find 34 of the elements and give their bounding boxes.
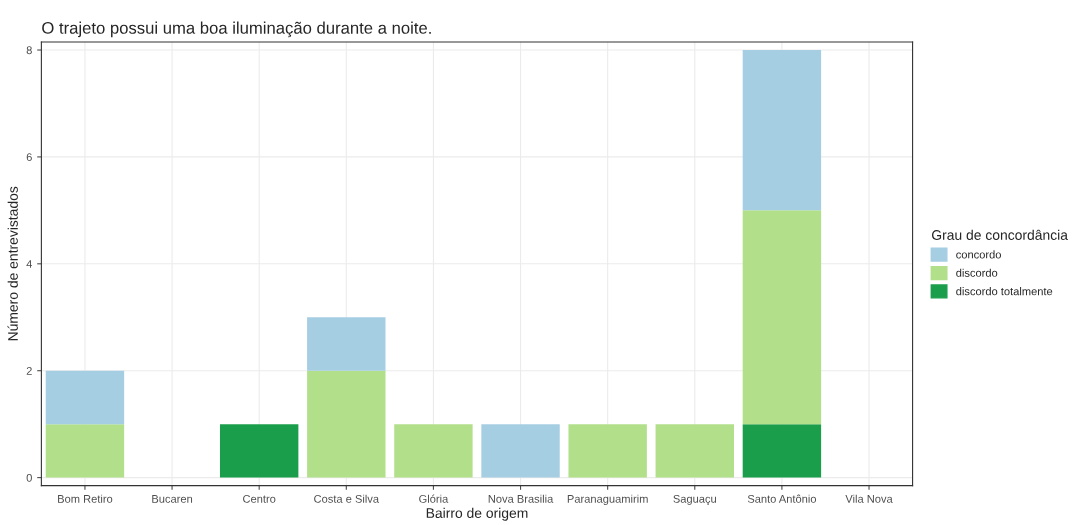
bar xyxy=(45,424,125,478)
legend-title: Grau de concordância xyxy=(931,229,1068,240)
bar xyxy=(655,424,734,478)
chart-title: O trajeto possui uma boa iluminação durante a noite. xyxy=(42,21,431,38)
bar xyxy=(742,210,822,425)
y-tick-label: 2 xyxy=(26,366,32,375)
x-axis-title: Bairro de origem xyxy=(426,507,528,521)
x-tick-label: Costa e Silva xyxy=(314,494,380,503)
y-tick-label: 0 xyxy=(26,473,32,482)
bar xyxy=(219,424,299,478)
x-tick-label: Centro xyxy=(243,494,276,503)
x-tick-label: Vila Nova xyxy=(845,494,893,503)
x-tick-label: Bom Retiro xyxy=(58,494,113,503)
bar xyxy=(394,424,473,478)
legend-label: discordo xyxy=(956,268,998,277)
y-tick-label: 4 xyxy=(26,260,33,268)
x-tick-label: Bucaren xyxy=(152,495,193,503)
legend-label: concordo xyxy=(956,250,1001,259)
x-tick-label: Nova Brasilia xyxy=(488,494,554,503)
bar xyxy=(481,424,560,478)
x-tick-label: Glória xyxy=(419,494,449,503)
bar xyxy=(742,50,822,211)
bar xyxy=(307,370,386,478)
x-tick-label: Saguaçu xyxy=(673,494,716,506)
bar xyxy=(307,317,386,371)
y-tick-label: 8 xyxy=(26,46,32,55)
x-tick-label: Santo Antônio xyxy=(747,494,817,503)
y-axis-title: Número de entrevistados xyxy=(7,186,18,341)
legend-label: discordo totalmente xyxy=(956,287,1053,296)
bar xyxy=(742,424,822,478)
y-tick-label: 6 xyxy=(26,153,32,162)
bar xyxy=(568,424,647,478)
bar xyxy=(45,370,125,425)
x-tick-label: Paranaguamirim xyxy=(567,494,648,506)
